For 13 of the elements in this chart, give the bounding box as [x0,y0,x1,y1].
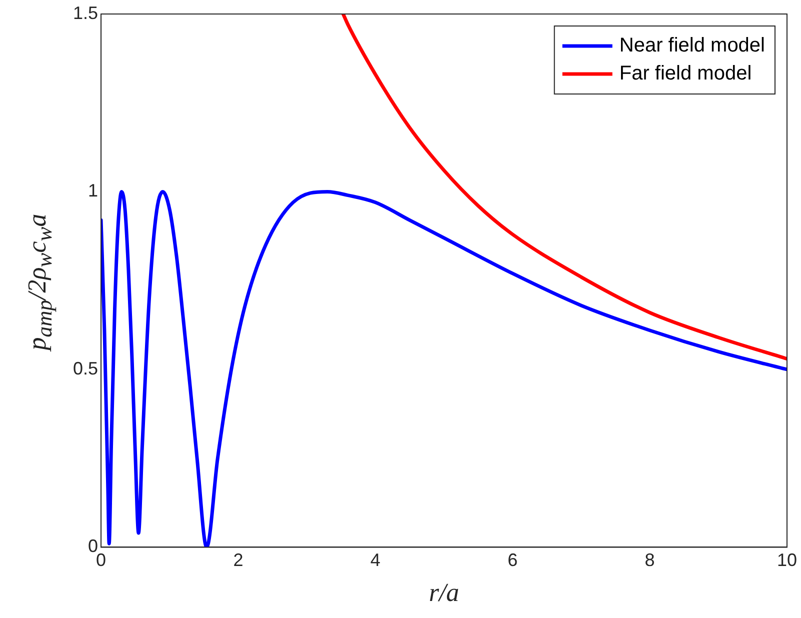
line-series [341,14,787,361]
x-tick-label: 8 [644,550,655,570]
y-tick-label: 1 [88,180,98,201]
y-tick-label: 0 [88,536,98,556]
x-tick-label: 4 [370,550,380,570]
y-tick-label: 0.5 [72,358,98,378]
x-tick-label: 2 [233,550,244,570]
y-tick-label: 1.5 [72,2,98,23]
x-axis-title: r/a [428,578,460,608]
x-tick-label: 10 [776,550,798,570]
legend-label: Far field model [619,62,752,85]
legend-label: Near field model [619,34,765,57]
x-tick-label: 6 [508,550,518,570]
